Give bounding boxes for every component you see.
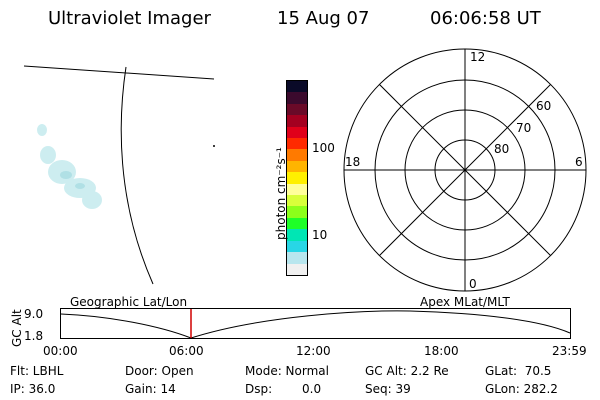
date-label: 15 Aug 07 — [277, 8, 370, 29]
polar-mlt-plot: 12 18 6 0 60 70 80 — [343, 48, 587, 292]
mlt-label-top: 12 — [470, 50, 485, 64]
colorbar-segment — [287, 217, 307, 230]
colorbar-segment — [287, 195, 307, 207]
orbit-plot-frame — [60, 308, 571, 339]
colorbar-segment — [287, 126, 307, 139]
orbit-altitude-plot — [60, 308, 571, 339]
lat-label-80: 80 — [494, 142, 509, 156]
y-tick-low: 1.8 — [24, 329, 44, 343]
status-flt: Flt: LBHL — [10, 364, 64, 378]
status-gain: Gain: 14 — [125, 382, 176, 396]
y-tick-high: 9.0 — [24, 307, 44, 321]
x-tick-2: 12:00 — [296, 344, 331, 358]
gc-alt-axis-label: GC Alt — [10, 309, 24, 347]
status-glon: GLon: 282.2 — [485, 382, 558, 396]
aurora-emission-patch — [37, 124, 102, 209]
status-door: Door: Open — [125, 364, 194, 378]
x-tick-0: 00:00 — [43, 344, 78, 358]
time-label: 06:06:58 UT — [430, 8, 541, 29]
mlt-label-right: 6 — [575, 155, 583, 169]
map-meridian-line — [120, 66, 154, 285]
colorbar-tick-100: 100 — [312, 141, 335, 155]
x-tick-4: 23:59 — [552, 344, 587, 358]
status-ip: IP: 36.0 — [10, 382, 56, 396]
colorbar-segment — [287, 149, 307, 161]
map-dot — [213, 145, 215, 147]
x-tick-1: 06:00 — [169, 344, 204, 358]
colorbar — [286, 80, 308, 276]
colorbar-segment — [287, 92, 307, 104]
apex-mlat-mlt-label: Apex MLat/MLT — [420, 295, 510, 309]
status-glat: GLat: 70.5 — [485, 364, 552, 378]
mlt-label-bottom: 0 — [469, 277, 477, 291]
colorbar-segment — [287, 252, 307, 264]
colorbar-segment — [287, 229, 307, 241]
status-gc-alt: GC Alt: 2.2 Re — [365, 364, 449, 378]
colorbar-unit-label: photon cm⁻²s⁻¹ — [274, 147, 288, 240]
colorbar-segment — [287, 81, 307, 93]
colorbar-segment — [287, 103, 307, 116]
lat-label-60: 60 — [536, 99, 551, 113]
geographic-latlon-label: Geographic Lat/Lon — [70, 295, 188, 309]
colorbar-segment — [287, 206, 307, 218]
colorbar-segment — [287, 240, 307, 253]
colorbar-segment — [287, 172, 307, 184]
instrument-title: Ultraviolet Imager — [48, 8, 211, 29]
colorbar-segment — [287, 183, 307, 196]
altitude-curve — [60, 310, 571, 339]
status-dsp-value: 0.0 — [302, 382, 322, 396]
status-dsp-label: Dsp: — [245, 382, 273, 396]
lat-label-70: 70 — [516, 121, 531, 135]
x-tick-3: 18:00 — [424, 344, 459, 358]
colorbar-tick-10: 10 — [312, 228, 328, 242]
status-mode: Mode: Normal — [245, 364, 329, 378]
map-boundary-line-top — [23, 65, 215, 80]
colorbar-segment — [287, 263, 307, 275]
colorbar-segment — [287, 138, 307, 150]
status-seq: Seq: 39 — [365, 382, 411, 396]
colorbar-segment — [287, 115, 307, 127]
mlt-label-left: 18 — [345, 155, 360, 169]
colorbar-segment — [287, 160, 307, 173]
